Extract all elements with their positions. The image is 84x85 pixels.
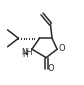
- Text: NH: NH: [22, 48, 33, 57]
- Text: H: H: [22, 50, 28, 59]
- Text: O: O: [48, 64, 54, 73]
- Text: O: O: [58, 44, 65, 53]
